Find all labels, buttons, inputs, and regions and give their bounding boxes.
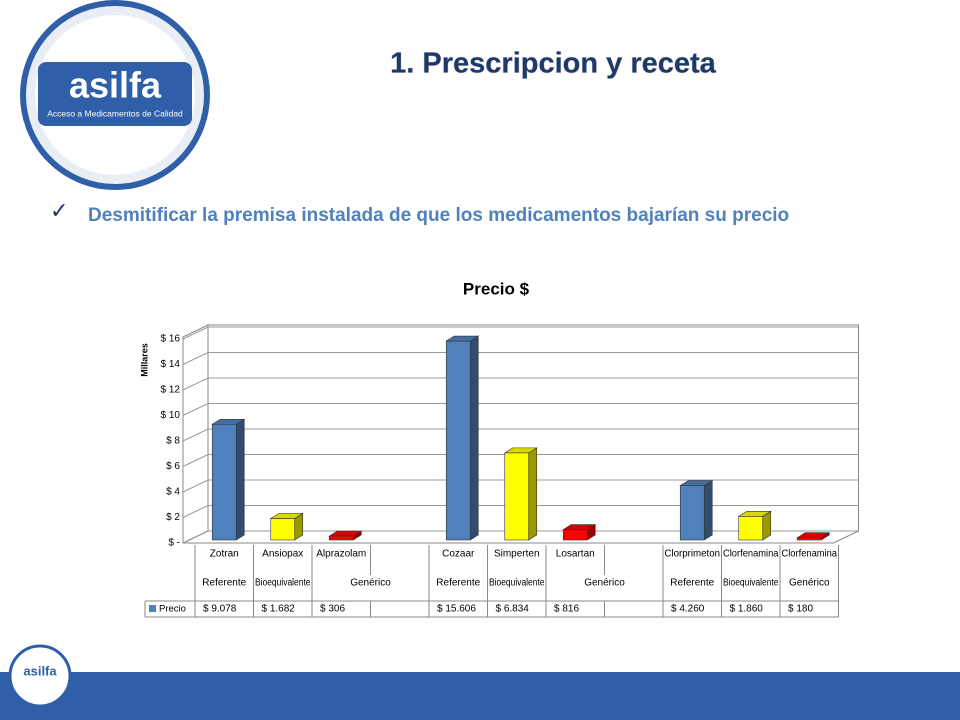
bar	[211, 423, 237, 541]
x-tick-label: Clorprimeton	[665, 549, 721, 560]
logo-name: asilfa	[69, 65, 162, 106]
bar-side	[703, 480, 713, 541]
x-tick-label: Zotran	[210, 549, 239, 560]
group-label: Genérico	[789, 578, 830, 589]
bar-top	[562, 524, 597, 530]
y-axis-label: Millares	[139, 343, 149, 377]
y-tick-label: $ 6	[166, 461, 180, 472]
check-icon: ✓	[50, 198, 69, 223]
y-tick-label: $ -	[168, 538, 180, 549]
x-tick-label: Losartan	[556, 549, 595, 560]
bar	[679, 485, 705, 541]
chart-title: Precio $	[463, 279, 530, 298]
grid-line	[182, 377, 859, 391]
group-label: Genérico	[584, 578, 625, 589]
bar-side	[469, 335, 479, 541]
bar-top	[796, 532, 831, 539]
bar	[328, 535, 354, 541]
group-label: Bioequivalente	[723, 578, 779, 589]
group-label: Bioequivalente	[255, 578, 311, 589]
x-tick-label: Clorfenamina	[723, 549, 779, 560]
y-tick-label: $ 2	[166, 512, 180, 523]
y-tick-label: $ 14	[161, 359, 181, 370]
group-label: Bioequivalente	[489, 578, 545, 589]
bar-top	[328, 530, 363, 537]
grid-line	[182, 403, 859, 416]
legend-label: Precio	[159, 604, 186, 615]
bar-top	[445, 335, 480, 342]
group-label: Referente	[202, 578, 246, 589]
x-tick-label: Ansiopax	[262, 549, 303, 560]
x-tick-label: Simperten	[494, 549, 540, 560]
grid-line	[182, 428, 859, 442]
group-label: Genérico	[350, 578, 391, 589]
bar	[796, 537, 822, 541]
grid-line	[182, 326, 859, 340]
grid-line	[182, 505, 859, 518]
bar-top	[211, 418, 246, 425]
logo-plate	[38, 62, 192, 126]
data-label: $ 1.860	[730, 604, 764, 615]
y-tick-label: $ 4	[166, 487, 180, 498]
data-label: $ 306	[320, 604, 345, 615]
bar	[270, 518, 296, 541]
data-label: $ 9.078	[203, 604, 237, 615]
small-logo	[8, 644, 72, 708]
x-tick-label: Clorfenamina	[782, 549, 838, 560]
y-tick-label: $ 16	[161, 334, 181, 345]
bar	[504, 452, 530, 541]
logo-tagline: Acceso a Medicamentos de Calidad	[47, 108, 183, 118]
y-tick-label: $ 10	[161, 410, 181, 421]
x-tick-label: Cozaar	[442, 549, 475, 560]
bar-top	[503, 447, 538, 454]
bar	[562, 529, 588, 541]
y-tick-label: $ 12	[161, 385, 181, 396]
data-label: $ 4.260	[671, 604, 705, 615]
bar-top	[679, 480, 714, 486]
data-label: $ 15.606	[437, 604, 476, 615]
bar-top	[737, 510, 772, 517]
bar-top	[269, 513, 304, 519]
footer-band	[0, 672, 960, 720]
grid-line	[182, 479, 859, 493]
grid-line	[182, 454, 859, 467]
bullet-text: Desmitificar la premisa instalada de que…	[88, 205, 790, 226]
data-label: $ 180	[788, 604, 813, 615]
data-label: $ 816	[554, 604, 579, 615]
x-tick-label: Alprazolam	[316, 549, 366, 560]
back-wall	[182, 324, 209, 544]
bar	[445, 340, 471, 541]
y-tick-label: $ 8	[166, 436, 180, 447]
grid-line	[182, 352, 859, 365]
group-label: Referente	[670, 578, 714, 589]
legend-swatch	[149, 605, 156, 612]
bar-side	[528, 447, 538, 541]
small-logo-text: asilfa	[23, 663, 57, 678]
group-label: Referente	[436, 578, 480, 589]
grid-line	[182, 530, 859, 544]
bar-side	[235, 418, 245, 541]
data-label: $ 1.682	[262, 604, 296, 615]
data-label: $ 6.834	[496, 604, 530, 615]
bar	[738, 515, 764, 541]
slide-title: 1. Prescripcion y receta	[390, 48, 716, 80]
